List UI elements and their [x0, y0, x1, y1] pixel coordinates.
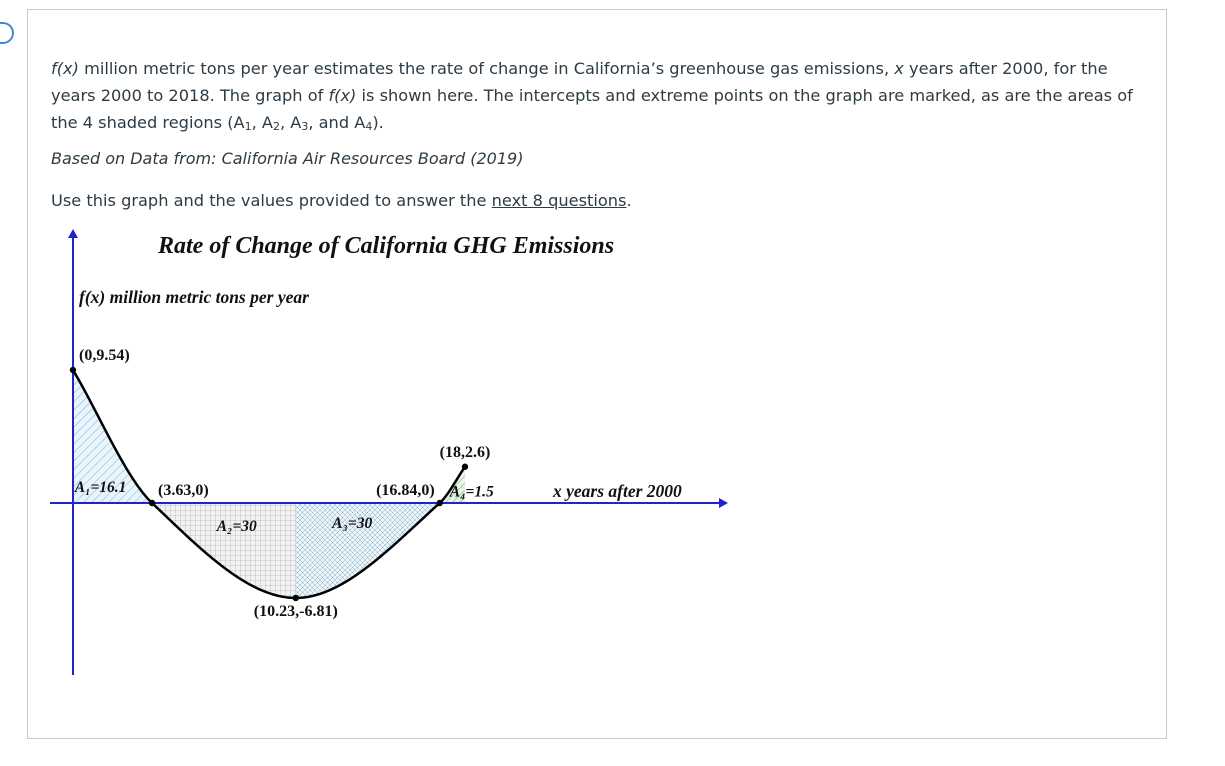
region-a3	[295, 503, 440, 598]
x-symbol: x	[894, 59, 904, 78]
data-point	[69, 366, 77, 374]
x-axis-arrow-icon	[719, 498, 728, 508]
sep-2: , A	[279, 113, 302, 132]
data-source: Based on Data from: California Air Resou…	[51, 149, 524, 168]
region-label-a4: A₄=1.5	[449, 484, 494, 501]
region-label-a1: A₁=16.1	[74, 479, 127, 496]
intro-text-2: years after 2000, for the years 2000 to …	[51, 59, 1108, 105]
sub-2: 2	[272, 120, 280, 133]
region-a1	[73, 370, 153, 503]
question-text: f(x) million metric tons per year estima…	[51, 55, 1141, 136]
instructions: Use this graph and the values provided t…	[51, 191, 632, 210]
data-point	[292, 594, 299, 602]
y-axis-label: f(x) million metric tons per year	[79, 287, 309, 307]
use-prefix: Use this graph and the values provided t…	[51, 191, 492, 210]
end-text: ).	[372, 113, 384, 132]
point-label: (16.84,0)	[376, 482, 435, 499]
intro-text-1: million metric tons per year estimates t…	[78, 59, 895, 78]
sep-1: , A	[251, 113, 273, 132]
point-label: (0,9.54)	[79, 347, 130, 364]
f-symbol-2: f(x)	[328, 86, 357, 105]
next-questions-link[interactable]: next 8 questions	[491, 191, 627, 210]
use-suffix: .	[626, 191, 632, 210]
f-symbol: f(x)	[51, 59, 79, 78]
y-axis-arrow-icon	[68, 229, 78, 238]
data-point	[436, 499, 443, 507]
region-a4	[439, 466, 465, 503]
region-label-a3: A₃=30	[331, 515, 372, 532]
sub-4: 4	[365, 120, 373, 133]
region-label-a2: A₂=30	[216, 518, 257, 535]
point-label: (10.23,-6.81)	[254, 603, 338, 620]
point-label: (18,2.6)	[440, 444, 491, 461]
sub-1: 1	[244, 120, 252, 133]
f-curve	[71, 369, 467, 600]
data-point	[461, 463, 469, 470]
intro-text-3: is shown here. The intercepts and extrem…	[51, 86, 1133, 132]
side-toggle-icon[interactable]	[0, 22, 14, 44]
region-a2	[152, 503, 296, 598]
sub-3: 3	[301, 120, 309, 133]
question-card: f(x) million metric tons per year estima…	[27, 9, 1167, 739]
chart-title: Rate of Change of California GHG Emissio…	[157, 233, 614, 259]
x-axis-label: x years after 2000	[552, 481, 682, 501]
point-label: (3.63,0)	[158, 482, 209, 499]
sep-3: , and A	[308, 113, 366, 132]
data-point	[148, 499, 156, 507]
